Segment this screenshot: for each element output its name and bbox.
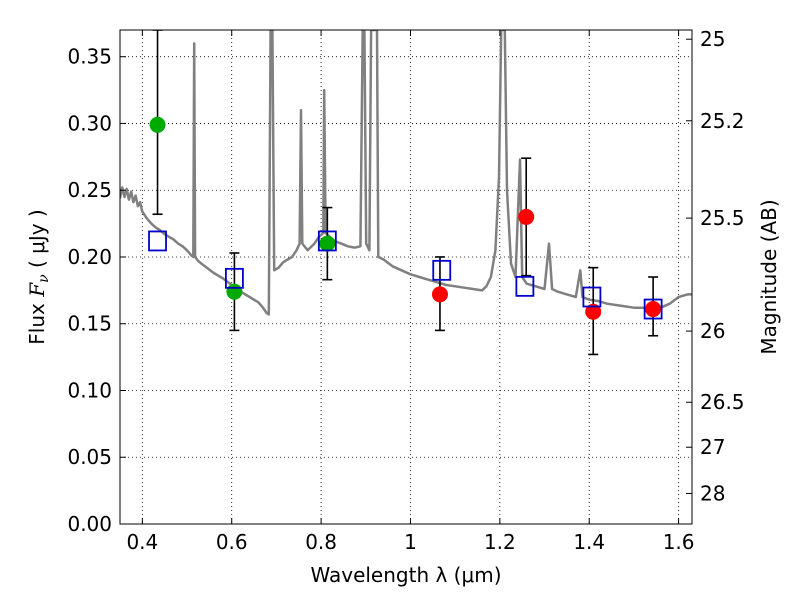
- errorbar-layer: [152, 30, 659, 356]
- model-photometry-square: [317, 230, 337, 252]
- red-data-point: [645, 301, 662, 318]
- sed-layer: [120, 30, 692, 316]
- model-photometry-square: [148, 230, 167, 252]
- red-data-point: [431, 286, 448, 303]
- y-axis-label: Flux Fν ( μJy ): [25, 209, 52, 344]
- sed-template-line: [120, 30, 692, 316]
- x-tick-label: 1.4: [573, 530, 605, 554]
- plot-frame: [119, 29, 693, 525]
- y-tick-label: 0.20: [67, 245, 112, 269]
- point-layer: [148, 116, 663, 320]
- y-tick-label: 0.30: [67, 111, 112, 135]
- y-tick-label: 0.35: [67, 45, 112, 69]
- model-photometry-square: [224, 267, 244, 289]
- x-tick-label: 1: [404, 530, 417, 554]
- y-tick-label: 0.00: [67, 512, 112, 536]
- y2-tick-label: 25: [700, 27, 725, 51]
- grid-layer: [120, 30, 692, 525]
- model-photometry-square: [643, 298, 663, 320]
- x-tick-label: 0.8: [305, 530, 337, 554]
- y-tick-label: 0.15: [67, 312, 112, 336]
- x-tick-label: 0.4: [126, 530, 158, 554]
- x-tick-label: 1.6: [663, 530, 695, 554]
- model-photometry-square: [582, 286, 602, 308]
- tick-layer: 0.4 0.6 0.8 1 1.2 1.4 1.6 0.00 0.05 0.10 0.15 0.20 0…: [67, 27, 744, 554]
- model-photometry-square: [515, 275, 535, 297]
- y2-tick-label: 28: [700, 481, 725, 505]
- green-data-point: [319, 235, 336, 252]
- x-axis-label: Wavelength λ (μm): [310, 563, 501, 587]
- y2-axis-label: Magnitude (AB): [757, 199, 781, 354]
- green-data-point: [149, 116, 166, 133]
- y-tick-label: 0.25: [67, 178, 112, 202]
- x-tick-label: 0.6: [216, 530, 248, 554]
- green-data-point: [226, 283, 243, 300]
- y-tick-label: 0.05: [67, 445, 112, 469]
- y2-tick-label: 26.5: [700, 390, 745, 414]
- red-data-point: [518, 208, 535, 225]
- y-tick-label: 0.10: [67, 378, 112, 402]
- y2-tick-label: 26: [700, 319, 725, 343]
- y2-tick-label: 27: [700, 435, 725, 459]
- x-tick-label: 1.2: [484, 530, 516, 554]
- red-data-point: [585, 303, 602, 320]
- y2-tick-label: 25.5: [700, 206, 745, 230]
- y2-tick-label: 25.2: [700, 109, 745, 133]
- model-photometry-square: [432, 259, 452, 281]
